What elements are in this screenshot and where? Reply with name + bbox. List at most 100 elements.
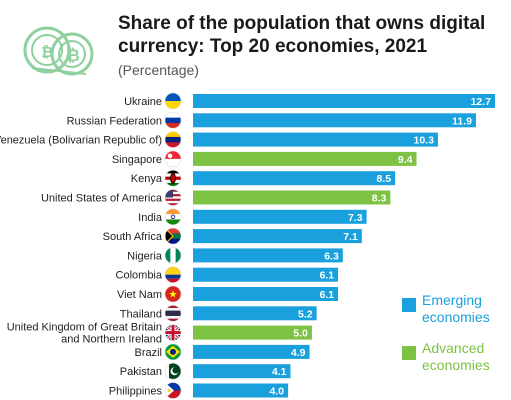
venezuela-flag-icon [165,131,181,148]
bar-emerging [193,287,339,301]
flag-outline [164,169,182,187]
value-label: 10.3 [413,135,434,147]
usa-flag-icon [165,189,181,206]
brazil-flag-icon [165,343,181,360]
pakistan-flag-icon [165,363,181,380]
kenya-flag-icon [165,170,181,187]
category-label-line: Viet Nam [117,289,162,301]
category-label-line: South Africa [103,231,163,243]
flag-outline [164,285,182,303]
legend-swatch-advanced [402,346,416,360]
value-label: 4.9 [291,347,306,359]
value-label: 7.1 [343,231,358,243]
category-label: South Africa [103,231,163,243]
bar-emerging [193,364,291,379]
flag-outline [164,304,182,322]
category-label-line: Colombia [116,270,163,282]
category-label: Thailand [120,308,162,320]
category-label: Singapore [112,154,162,166]
value-label: 6.3 [324,250,339,262]
thailand-flag-icon [165,305,181,322]
value-label: 4.0 [270,386,285,398]
flag-outline [164,362,182,380]
flag-outline [164,324,182,341]
bar-emerging [193,113,476,128]
flag-outline [164,112,182,129]
bar-emerging [193,344,310,359]
chart-title: Share of the population that owns digita… [118,13,486,57]
legend-label-emerging: Emerging economies [422,292,490,325]
category-label-line: Venezuela (Bolivarian Republic of) [0,135,162,147]
category-label: United States of America [41,193,163,205]
category-label: Kenya [131,173,163,185]
category-label: Philippines [109,386,163,398]
category-label-line: and Northern Ireland [61,334,162,346]
bar-advanced [193,190,391,205]
russia-flag-icon [165,112,181,129]
value-label: 5.0 [293,328,308,340]
south-africa-flag-icon [165,228,181,245]
flag-outline [164,208,182,226]
category-label-line: Thailand [120,308,162,320]
flag-outline [164,247,182,264]
value-label: 4.1 [272,366,287,378]
category-label: Brazil [134,347,162,359]
digital-currency-coins-icon: ₿ ₿ [23,26,94,76]
category-label: Pakistan [120,366,162,378]
bar-advanced [193,151,417,166]
value-label: 11.9 [452,115,472,127]
flag-outline [164,131,182,148]
chart-subtitle: (Percentage) [118,62,199,78]
value-label: 6.1 [319,270,334,282]
category-label: Russian Federation [67,115,162,127]
value-label: 12.7 [471,96,492,108]
value-label: 9.4 [398,154,413,166]
ukraine-flag-icon [165,93,181,109]
bar-emerging [193,267,339,282]
value-label: 8.3 [372,193,387,205]
flag-outline [164,150,182,168]
colombia-flag-icon [165,266,181,283]
value-label: 8.5 [377,173,392,185]
bar-advanced [193,325,312,340]
bar-emerging [193,306,317,321]
category-label: United Kingdom of Great Britain and North… [7,322,162,346]
svg-text:₿: ₿ [66,46,80,65]
bar-emerging [193,94,495,108]
category-label-line: Ukraine [124,96,162,108]
philippines-flag-icon [165,382,181,399]
category-label: Venezuela (Bolivarian Republic of) [0,135,162,147]
category-label-line: Singapore [112,154,162,166]
category-label-line: Brazil [134,347,162,359]
bar-emerging [193,209,367,224]
category-label: Viet Nam [117,289,162,301]
viet-nam-flag-icon: ★ [165,286,181,302]
bar-emerging [193,248,343,263]
category-label: India [138,212,163,224]
india-flag-icon [165,208,181,225]
category-label: Nigeria [127,250,163,262]
bar-emerging [193,132,438,147]
category-label-line: India [138,212,163,224]
flag-outline [164,92,182,110]
bar-emerging [193,229,362,244]
category-label: Ukraine [124,96,162,108]
flag-outline [164,382,182,399]
legend-label-advanced: Advanced economies [422,340,490,373]
category-label-line: Russian Federation [67,115,162,127]
united-kingdom-flag-icon [165,324,181,341]
singapore-flag-icon [165,150,181,167]
category-label-line: United Kingdom of Great Britain [7,322,162,334]
bar-emerging [193,171,396,186]
category-label: Colombia [116,270,163,282]
value-label: 6.1 [319,289,334,301]
svg-text:★: ★ [169,290,178,301]
category-label-line: Philippines [109,386,163,398]
value-label: 5.2 [298,308,313,320]
svg-text:₿: ₿ [41,44,53,61]
category-label-line: United States of America [41,193,163,205]
flag-outline [164,343,182,361]
flag-outline [164,266,182,284]
legend-swatch-emerging [402,298,416,312]
